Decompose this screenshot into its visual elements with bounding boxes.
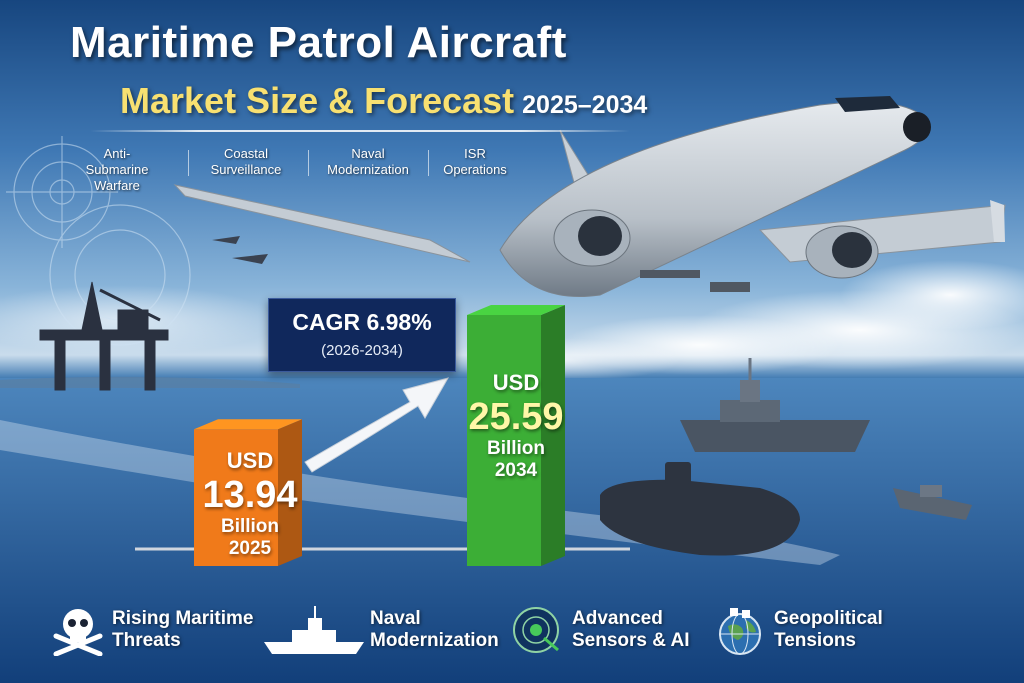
topic-divider [308, 150, 309, 176]
bar-currency: USD [492, 370, 540, 395]
bar-side-face [278, 419, 302, 566]
radar-icon [513, 607, 559, 653]
oil-rig [39, 281, 169, 391]
patrol-aircraft [173, 96, 1006, 298]
patrol-boat [893, 485, 972, 520]
page-title: Maritime Patrol Aircraft [70, 18, 567, 67]
bar-2025 [194, 419, 302, 566]
bar-currency: USD [226, 448, 274, 473]
cagr-callout: CAGR 6.98% (2026-2034) [268, 298, 456, 372]
topic-divider [188, 150, 189, 176]
bar-group [194, 305, 565, 566]
bar-top-face [467, 305, 565, 316]
subtitle-years: 2025–2034 [522, 91, 648, 119]
cagr-period: (2026-2034) [321, 342, 403, 359]
bar-side-face [541, 305, 565, 566]
bar-value: 13.94 [202, 474, 298, 516]
bar-top-face [194, 419, 302, 430]
radar-rings [6, 136, 191, 346]
bar-unit: Billion [486, 438, 546, 459]
submarine [600, 462, 800, 556]
title-divider [90, 130, 630, 132]
skull-crossbones-icon [53, 609, 103, 656]
bar-front-face [467, 315, 541, 566]
globe-icon [719, 608, 761, 655]
bar-front-face [194, 429, 278, 566]
topic-label: ISR Operations [443, 146, 507, 177]
growth-arrow [304, 377, 450, 473]
driver-label: Naval Modernization [370, 608, 499, 651]
bar-2034 [467, 305, 565, 566]
bar-value: 25.59 [468, 396, 564, 438]
page-subtitle: Market Size & Forecast 2025–2034 [120, 80, 647, 122]
bar-year: 2025 [228, 538, 272, 559]
small-jets [212, 236, 268, 264]
topic-label: Naval Modernization [327, 146, 409, 177]
topic-isr-operations: ISR Operations [432, 146, 518, 178]
topic-label: Anti- Submarine Warfare [85, 146, 149, 193]
bar-label-2025: USD 13.94 Billion 2025 [195, 448, 305, 560]
warship-icon [264, 606, 364, 654]
bar-year: 2034 [494, 460, 538, 481]
warship [680, 358, 870, 452]
topic-anti-submarine-warfare: Anti- Submarine Warfare [72, 146, 162, 194]
bar-label-2034: USD 25.59 Billion 2034 [467, 370, 565, 482]
topic-divider [428, 150, 429, 176]
driver-label: Geopolitical Tensions [774, 608, 883, 651]
driver-label: Rising Maritime Threats [112, 608, 254, 651]
topic-coastal-surveillance: Coastal Surveillance [198, 146, 294, 178]
topic-label: Coastal Surveillance [210, 146, 282, 177]
bar-unit: Billion [220, 516, 280, 537]
cagr-value: CAGR 6.98% [292, 309, 432, 335]
topic-naval-modernization: Naval Modernization [316, 146, 420, 178]
driver-label: Advanced Sensors & AI [572, 608, 690, 651]
subtitle-text: Market Size & Forecast [120, 80, 515, 121]
